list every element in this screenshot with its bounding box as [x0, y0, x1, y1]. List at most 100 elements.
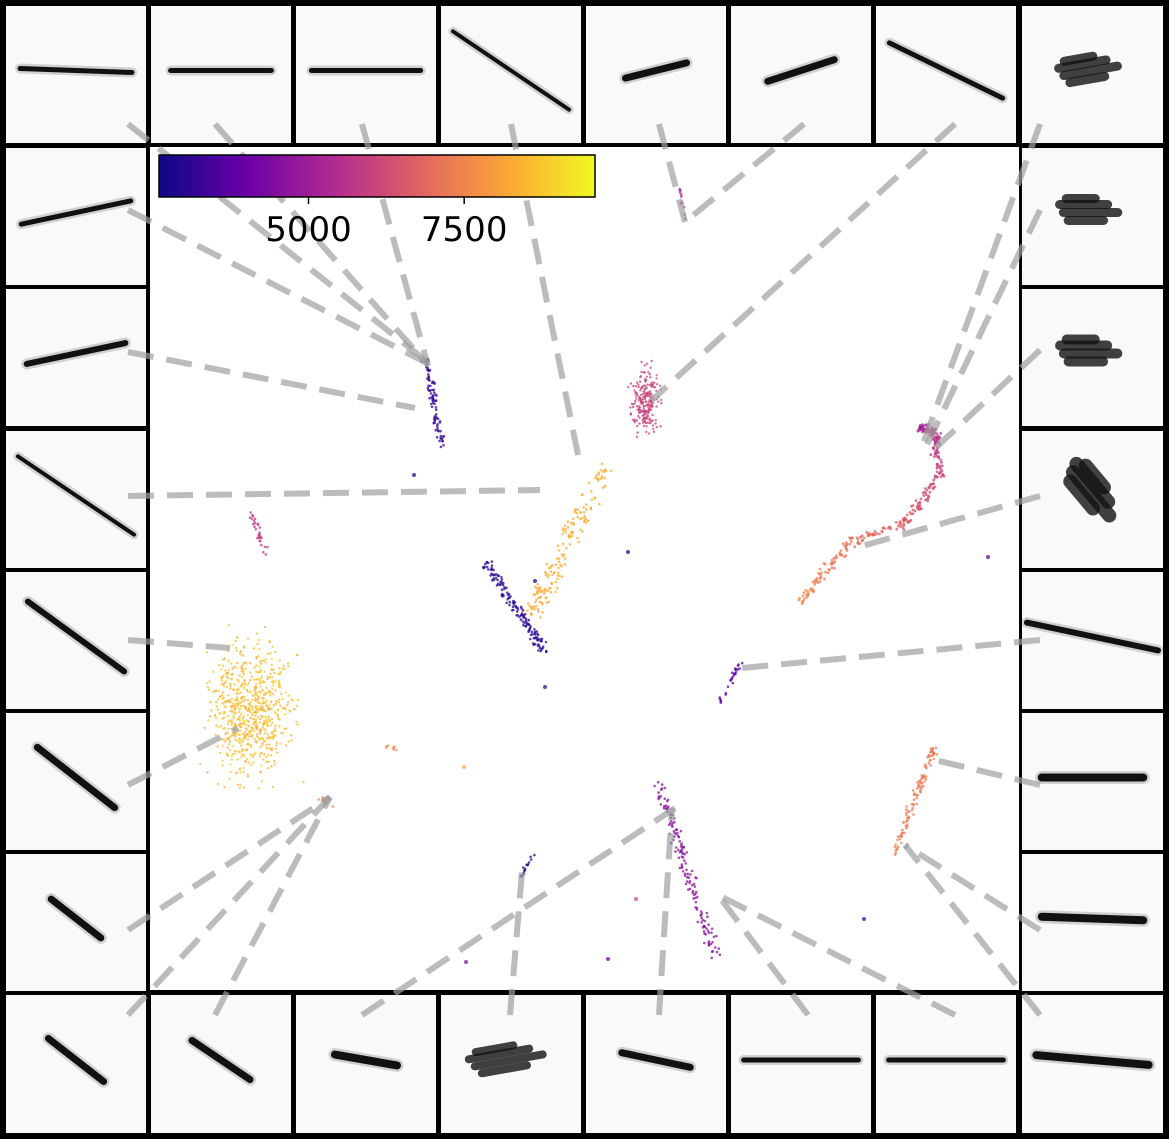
- scatter-point: [568, 543, 572, 546]
- scatter-point: [434, 399, 437, 403]
- scatter-point: [212, 690, 215, 694]
- scatter-point: [226, 731, 229, 734]
- scatter-point: [266, 677, 269, 681]
- scatter-point: [928, 759, 931, 762]
- scatter-point: [506, 593, 510, 597]
- scatter-point: [270, 707, 273, 710]
- scatter-point: [815, 577, 819, 580]
- scatter-point: [933, 474, 937, 478]
- scatter-point: [660, 402, 663, 405]
- scatter-point: [228, 719, 232, 723]
- scatter-point: [655, 377, 658, 380]
- scatter-point: [240, 755, 243, 759]
- thumbnail-glyph: [619, 56, 693, 85]
- scatter-point: [462, 765, 466, 769]
- scatter-point: [912, 803, 915, 807]
- scatter-point: [719, 699, 722, 703]
- scatter-point: [533, 633, 537, 636]
- scatter-point: [278, 659, 281, 662]
- scatter-point: [220, 725, 223, 728]
- scatter-point: [217, 689, 221, 693]
- scatter-point: [239, 691, 243, 694]
- scatter-point: [536, 590, 539, 593]
- scatter-point: [240, 667, 243, 670]
- scatter-point: [853, 545, 857, 549]
- leader-line: [126, 725, 240, 788]
- scatter-point: [671, 821, 674, 825]
- scatter-point: [277, 679, 281, 683]
- scatter-point: [238, 674, 241, 677]
- scatter-point: [431, 394, 435, 397]
- scatter-plot-area: [150, 147, 1019, 990]
- scatter-point: [244, 667, 247, 670]
- scatter-point: [541, 611, 544, 614]
- scatter-point: [267, 720, 270, 723]
- scatter-point: [274, 650, 277, 654]
- scatter-point: [634, 399, 637, 403]
- scatter-point: [442, 443, 445, 447]
- scatter-point: [523, 867, 527, 871]
- scatter-point: [435, 436, 439, 439]
- scatter-point: [251, 712, 254, 715]
- scatter-point: [239, 697, 243, 700]
- scatter-point: [249, 763, 253, 767]
- scatter-point: [243, 723, 246, 726]
- scatter-point: [244, 661, 247, 664]
- scatter-point: [500, 581, 504, 584]
- scatter-point: [430, 405, 434, 409]
- scatter-point: [525, 623, 529, 626]
- scatter-point: [632, 384, 635, 388]
- scatter-point: [717, 947, 720, 950]
- thumbnail: [441, 995, 581, 1133]
- scatter-point: [270, 657, 273, 661]
- scatter-point: [258, 647, 261, 651]
- scatter-point: [492, 577, 495, 580]
- thumbnail: [586, 6, 726, 143]
- scatter-point: [677, 834, 680, 838]
- scatter-point: [533, 579, 537, 583]
- scatter-point: [267, 753, 270, 757]
- scatter-point: [641, 386, 644, 389]
- scatter-point: [271, 687, 274, 691]
- scatter-point: [533, 628, 536, 631]
- scatter-point: [924, 775, 928, 778]
- scatter-point: [227, 700, 230, 703]
- scatter-point: [645, 425, 648, 428]
- scatter-point: [576, 508, 579, 511]
- scatter-point: [642, 370, 645, 374]
- scatter-point: [222, 702, 225, 706]
- scatter-point: [262, 551, 265, 554]
- scatter-point: [263, 670, 266, 673]
- scatter-point: [904, 808, 908, 811]
- scatter-point: [224, 669, 227, 672]
- leader-line: [656, 123, 688, 223]
- scatter-point: [602, 486, 605, 489]
- scatter-point: [242, 661, 245, 665]
- scatter-point: [237, 723, 241, 726]
- scatter-point: [265, 760, 268, 764]
- scatter-point: [546, 576, 549, 579]
- scatter-point: [246, 773, 249, 776]
- scatter-point: [547, 600, 550, 604]
- scatter-point: [541, 647, 544, 650]
- scatter-point: [674, 846, 678, 849]
- scatter-point: [235, 666, 238, 669]
- scatter-point: [647, 417, 650, 420]
- scatter-point: [258, 721, 262, 724]
- scatter-point: [538, 646, 542, 650]
- scatter-point: [826, 571, 830, 575]
- scatter-point: [221, 744, 225, 747]
- scatter-point: [556, 577, 559, 581]
- thumbnail: [731, 6, 871, 143]
- scatter-point: [678, 840, 681, 843]
- scatter-point: [430, 388, 434, 392]
- leader-lines: [125, 121, 1043, 1018]
- scatter-point: [271, 735, 274, 738]
- thumbnail: [6, 431, 146, 568]
- scatter-point: [436, 423, 439, 426]
- scatter-point: [564, 530, 567, 534]
- scatter-point: [929, 754, 933, 758]
- scatter-point: [274, 729, 278, 732]
- scatter-point: [434, 406, 438, 409]
- scatter-point: [251, 522, 255, 526]
